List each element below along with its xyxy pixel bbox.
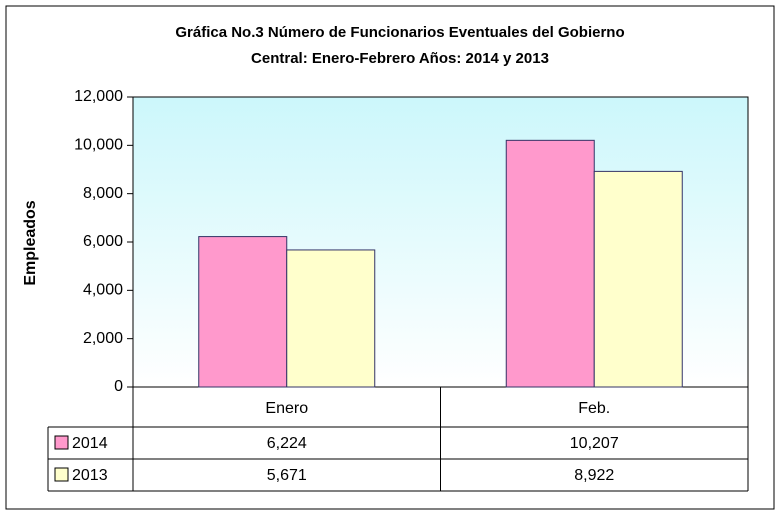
y-tick-label: 12,000: [74, 88, 123, 105]
table-value: 10,207: [570, 435, 619, 452]
chart-title: Central: Enero-Febrero Años: 2014 y 2013: [251, 50, 549, 67]
bar: [505, 139, 595, 388]
legend-key: [54, 467, 69, 482]
legend-key: [54, 435, 69, 450]
chart-title: Gráfica No.3 Número de Funcionarios Even…: [175, 24, 624, 41]
y-tick-label: 8,000: [83, 185, 123, 202]
y-tick-label: 10,000: [74, 137, 123, 154]
y-tick-label: 0: [114, 378, 123, 395]
legend-label: 2014: [72, 435, 108, 452]
table-value: 8,922: [574, 467, 614, 484]
y-tick-label: 6,000: [83, 233, 123, 250]
table-value: 5,671: [267, 467, 307, 484]
bar: [593, 170, 683, 388]
bar: [198, 236, 288, 388]
y-tick-label: 4,000: [83, 282, 123, 299]
x-tick-label: Feb.: [578, 400, 610, 417]
table-value: 6,224: [267, 435, 307, 452]
legend-label: 2013: [72, 467, 108, 484]
x-tick-label: Enero: [265, 400, 308, 417]
bar: [286, 249, 376, 388]
y-axis-label: Empleados: [22, 200, 39, 285]
y-tick-label: 2,000: [83, 330, 123, 347]
